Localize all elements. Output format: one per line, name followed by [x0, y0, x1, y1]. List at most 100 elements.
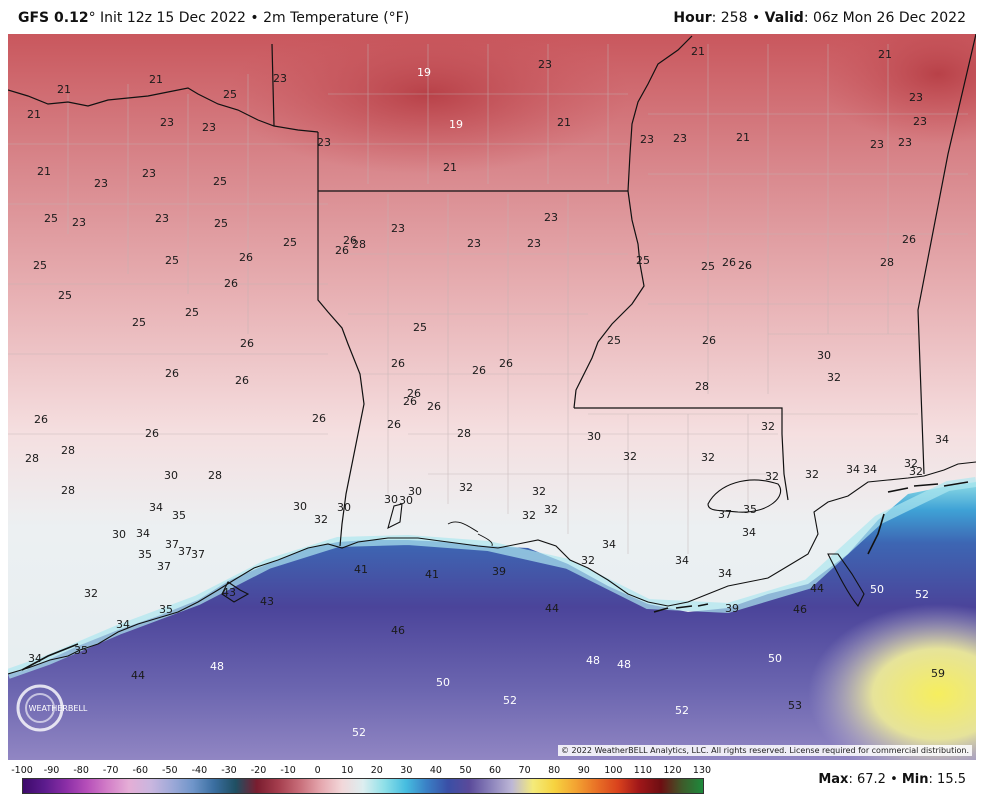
temperature-label: 32: [581, 554, 595, 567]
scale-tick: 70: [518, 765, 531, 776]
temperature-label: 32: [701, 451, 715, 464]
temperature-label: 43: [260, 595, 274, 608]
temperature-label: 25: [165, 254, 179, 267]
temperature-label: 25: [636, 254, 650, 267]
coastal-shelf: [8, 477, 976, 679]
logo-text: WEATHERBELL: [29, 704, 88, 713]
temperature-label: 46: [793, 603, 807, 616]
temperature-label: 28: [61, 484, 75, 497]
temperature-label: 23: [72, 216, 86, 229]
temperature-label: 21: [691, 45, 705, 58]
temperature-label: 48: [210, 660, 224, 673]
temperature-label: 35: [138, 548, 152, 561]
temperature-label: 28: [457, 427, 471, 440]
temperature-label: 53: [788, 699, 802, 712]
scale-tick: 90: [577, 765, 590, 776]
temperature-label: 26: [391, 357, 405, 370]
temperature-label: 23: [391, 222, 405, 235]
temperature-label: 19: [449, 118, 463, 131]
temperature-label: 26: [312, 412, 326, 425]
init-time: Init 12z 15 Dec 2022: [100, 10, 246, 26]
temperature-label: 21: [878, 48, 892, 61]
field-unit: °F: [388, 10, 404, 26]
temperature-label: 26: [902, 233, 916, 246]
temperature-label: 26: [335, 244, 349, 257]
copyright-notice: © 2022 WeatherBELL Analytics, LLC. All r…: [558, 745, 972, 756]
temperature-label: 23: [273, 72, 287, 85]
temperature-label: 23: [870, 138, 884, 151]
temperature-label: 30: [587, 430, 601, 443]
temperature-color-scale: -100 -90 -80 -70 -60 -50 -40 -30 -20 -10 0 10 20 30 40…: [8, 762, 712, 804]
separator: •: [751, 10, 761, 26]
temperature-label: 23: [898, 136, 912, 149]
temperature-map[interactable]: 21 21 21 25 23 19 23 21 21 23 23 23 23 23 23 23 19 21 23 23…: [8, 34, 976, 760]
temperature-label: 34: [28, 652, 42, 665]
scale-tick: 60: [488, 765, 502, 776]
barrier-islands: [21, 481, 969, 671]
hour-label: Hour: [673, 10, 712, 26]
scale-tick: -30: [221, 765, 237, 776]
temperature-label: 25: [33, 259, 47, 272]
temperature-label: 32: [909, 465, 923, 478]
temperature-label: 26: [165, 367, 179, 380]
temperature-label: 21: [149, 73, 163, 86]
temperature-label: 34: [149, 501, 163, 514]
temperature-label: 26: [472, 364, 486, 377]
temperature-label: 30: [164, 469, 178, 482]
scale-tick: 80: [548, 765, 561, 776]
scale-tick-labels: -100 -90 -80 -70 -60 -50 -40 -30 -20 -10 0 10 20 30 40…: [8, 762, 712, 776]
scale-tick: 110: [633, 765, 652, 776]
temperature-label: 32: [805, 468, 819, 481]
temperature-label: 26: [240, 337, 254, 350]
temperature-label: 34: [935, 433, 949, 446]
temperature-label: 32: [765, 470, 779, 483]
temperature-label: 37: [178, 545, 192, 558]
temperature-label: 23: [94, 177, 108, 190]
scale-tick: -60: [132, 765, 149, 776]
temperature-label: 34: [846, 463, 860, 476]
hour-value: : 258: [711, 10, 748, 26]
temperature-label: 44: [810, 582, 824, 595]
temperature-label: 26: [145, 427, 159, 440]
county-lines: [8, 44, 968, 554]
temperature-label: 52: [352, 726, 366, 739]
temperature-label: 32: [84, 587, 98, 600]
cold-core-east: [818, 34, 976, 144]
border-texas-oklahoma: [8, 87, 319, 133]
temperature-label: 32: [623, 450, 637, 463]
temperature-label: 41: [354, 563, 368, 576]
temperature-label: 21: [37, 165, 51, 178]
temperature-label: 48: [617, 658, 631, 671]
temperature-label: 23: [142, 167, 156, 180]
temperature-label: 52: [503, 694, 517, 707]
temperature-label: 26: [403, 395, 417, 408]
temperature-label: 25: [132, 316, 146, 329]
border-arkansas-texas: [271, 43, 275, 127]
temperature-label: 25: [283, 236, 297, 249]
min-value: : 15.5: [928, 772, 966, 787]
scale-tick: 20: [370, 765, 383, 776]
scale-tick: -100: [11, 765, 33, 776]
gulf-of-mexico: [8, 482, 976, 760]
temperature-label: 52: [675, 704, 689, 717]
temperature-label: 39: [725, 602, 739, 615]
temperature-label: 25: [607, 334, 621, 347]
temperature-label: 26: [738, 259, 752, 272]
scale-tick: -90: [43, 765, 60, 776]
temperature-label: 44: [131, 669, 145, 682]
separator: •: [890, 772, 898, 787]
scale-tick: 120: [663, 765, 682, 776]
temperature-label: 21: [736, 131, 750, 144]
temperature-label: 23: [640, 133, 654, 146]
scale-tick: 130: [692, 765, 712, 776]
temperature-label: 30: [817, 349, 831, 362]
temperature-label: 30: [293, 500, 307, 513]
temperature-label: 25: [223, 88, 237, 101]
max-label: Max: [818, 772, 849, 787]
temperature-label: 28: [25, 452, 39, 465]
temperature-label: 19: [417, 66, 431, 79]
temperature-label: 32: [459, 481, 473, 494]
scale-tick: -40: [191, 765, 208, 776]
